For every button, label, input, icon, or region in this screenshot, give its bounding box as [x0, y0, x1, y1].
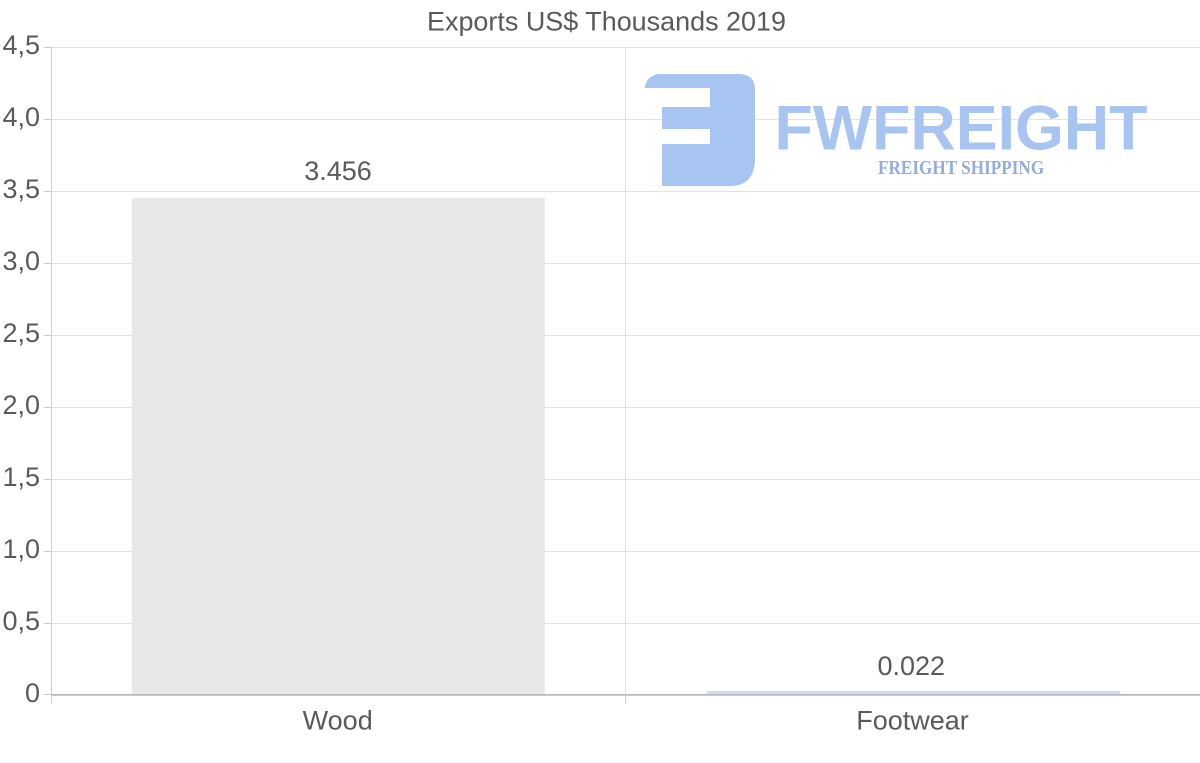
svg-text:3,0: 3,0 — [2, 246, 40, 276]
svg-text:Exports US$ Thousands 2019: Exports US$ Thousands 2019 — [427, 7, 786, 37]
svg-text:FREIGHT SHIPPING: FREIGHT SHIPPING — [878, 157, 1044, 179]
svg-text:3,5: 3,5 — [2, 174, 40, 204]
svg-text:4,0: 4,0 — [2, 102, 40, 132]
svg-text:4,5: 4,5 — [2, 30, 40, 60]
svg-text:2,0: 2,0 — [2, 390, 40, 420]
svg-text:1,0: 1,0 — [2, 534, 40, 564]
svg-text:Footwear: Footwear — [856, 706, 969, 736]
svg-text:1,5: 1,5 — [2, 462, 40, 492]
svg-text:0: 0 — [25, 678, 40, 708]
svg-text:0.022: 0.022 — [878, 651, 946, 681]
svg-text:FWFREIGHT: FWFREIGHT — [775, 94, 1148, 164]
svg-text:2,5: 2,5 — [2, 318, 40, 348]
svg-text:3.456: 3.456 — [304, 156, 372, 186]
svg-text:Wood: Wood — [303, 706, 373, 736]
svg-text:0,5: 0,5 — [2, 606, 40, 636]
